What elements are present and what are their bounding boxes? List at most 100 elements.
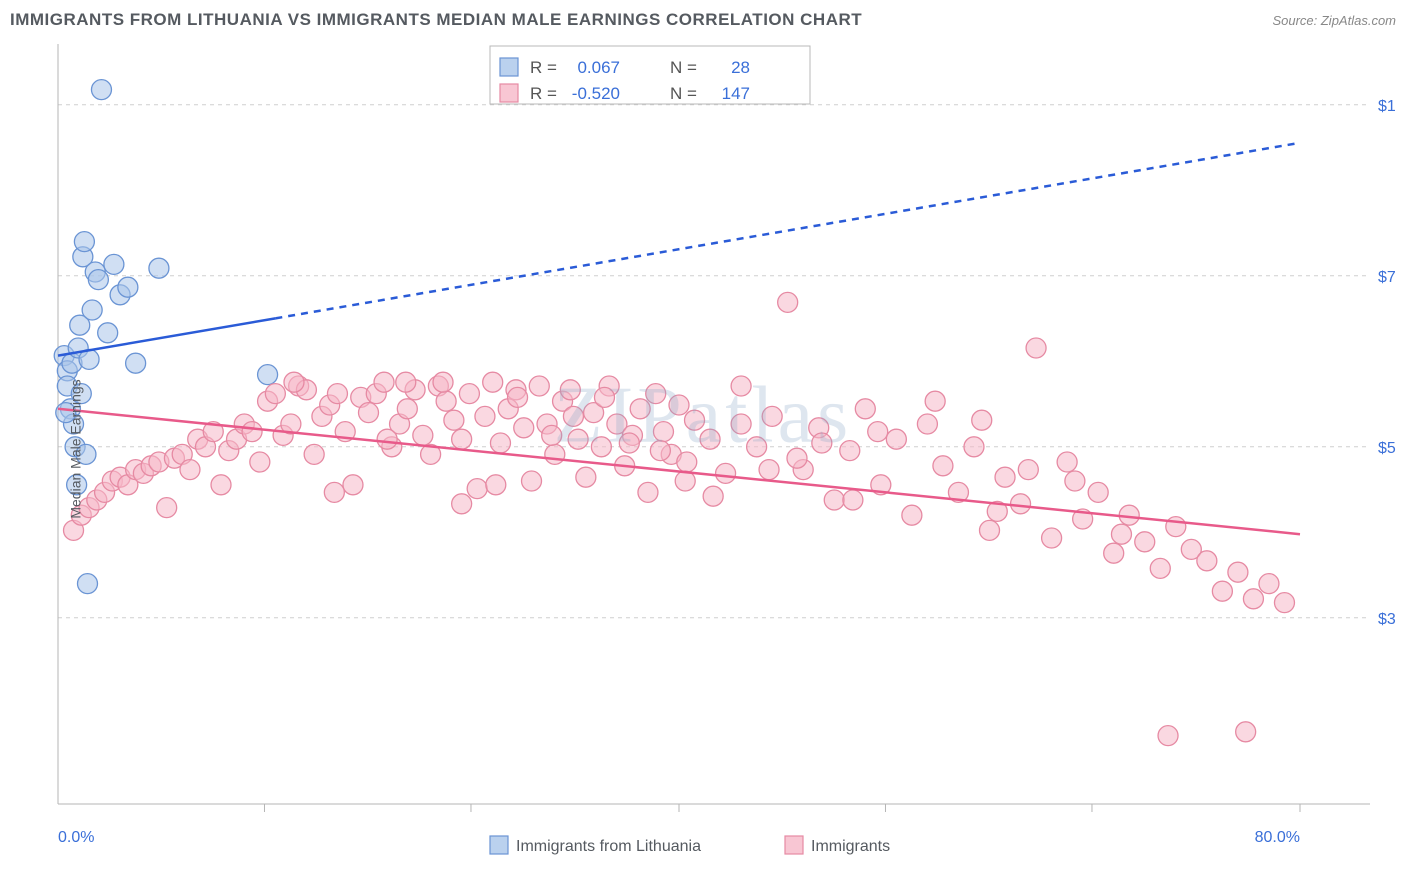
data-point: [563, 406, 583, 426]
data-point: [933, 456, 953, 476]
data-point: [731, 414, 751, 434]
data-point: [964, 437, 984, 457]
data-point: [731, 376, 751, 396]
data-point: [1026, 338, 1046, 358]
data-point: [630, 399, 650, 419]
data-point: [508, 387, 528, 407]
data-point: [1274, 593, 1294, 613]
data-point: [669, 395, 689, 415]
data-point: [452, 429, 472, 449]
data-point: [685, 410, 705, 430]
stats-text: R =: [530, 84, 557, 103]
data-point: [149, 258, 169, 278]
data-point: [436, 391, 456, 411]
data-point: [591, 437, 611, 457]
data-point: [1259, 574, 1279, 594]
data-point: [917, 414, 937, 434]
stats-text: 0.067: [577, 58, 620, 77]
data-point: [542, 425, 562, 445]
data-point: [377, 429, 397, 449]
data-point: [747, 437, 767, 457]
data-point: [1150, 558, 1170, 578]
data-point: [1018, 460, 1038, 480]
data-point: [459, 384, 479, 404]
data-point: [74, 232, 94, 252]
stats-text: 28: [731, 58, 750, 77]
legend-label: Immigrants: [811, 838, 890, 855]
data-point: [787, 448, 807, 468]
data-point: [452, 494, 472, 514]
x-tick-label: 0.0%: [58, 829, 94, 846]
y-tick-label: $77,500: [1378, 269, 1396, 286]
data-point: [265, 384, 285, 404]
data-point: [343, 475, 363, 495]
legend-label: Immigrants from Lithuania: [516, 838, 701, 855]
data-point: [98, 323, 118, 343]
data-point: [324, 482, 344, 502]
data-point: [700, 429, 720, 449]
data-point: [467, 479, 487, 499]
y-axis-label: Median Male Earnings: [68, 379, 84, 518]
data-point: [258, 365, 278, 385]
data-point: [514, 418, 534, 438]
data-point: [483, 372, 503, 392]
stats-text: -0.520: [572, 84, 620, 103]
trend-line: [58, 318, 275, 355]
data-point: [677, 452, 697, 472]
data-point: [716, 463, 736, 483]
data-point: [653, 422, 673, 442]
data-point: [1042, 528, 1062, 548]
data-point: [995, 467, 1015, 487]
stats-text: N =: [670, 84, 697, 103]
data-point: [619, 433, 639, 453]
correlation-scatter-plot: $32,500$55,000$77,500$100,0000.0%80.0%R …: [10, 34, 1396, 864]
data-point: [980, 520, 1000, 540]
data-point: [778, 292, 798, 312]
data-point: [650, 441, 670, 461]
data-point: [284, 372, 304, 392]
data-point: [397, 399, 417, 419]
data-point: [868, 422, 888, 442]
data-point: [843, 490, 863, 510]
data-point: [444, 410, 464, 430]
data-point: [703, 486, 723, 506]
data-point: [88, 270, 108, 290]
data-point: [1135, 532, 1155, 552]
data-point: [91, 80, 111, 100]
data-point: [840, 441, 860, 461]
data-point: [1243, 589, 1263, 609]
data-point: [576, 467, 596, 487]
data-point: [118, 277, 138, 297]
data-point: [490, 433, 510, 453]
data-point: [374, 372, 394, 392]
data-point: [594, 387, 614, 407]
data-point: [522, 471, 542, 491]
data-point: [77, 574, 97, 594]
data-point: [1166, 517, 1186, 537]
trend-line: [58, 409, 1300, 534]
data-point: [855, 399, 875, 419]
data-point: [359, 403, 379, 423]
data-point: [82, 300, 102, 320]
stats-text: N =: [670, 58, 697, 77]
data-point: [886, 429, 906, 449]
data-point: [1088, 482, 1108, 502]
legend-swatch: [500, 58, 518, 76]
data-point: [104, 254, 124, 274]
y-tick-label: $55,000: [1378, 440, 1396, 457]
data-point: [560, 380, 580, 400]
data-point: [304, 444, 324, 464]
series-immigrants: [64, 292, 1295, 745]
chart-source: Source: ZipAtlas.com: [1272, 13, 1396, 28]
data-point: [180, 460, 200, 480]
data-point: [1212, 581, 1232, 601]
data-point: [824, 490, 844, 510]
chart-title: IMMIGRANTS FROM LITHUANIA VS IMMIGRANTS …: [10, 10, 862, 30]
data-point: [1065, 471, 1085, 491]
data-point: [646, 384, 666, 404]
data-point: [902, 505, 922, 525]
data-point: [759, 460, 779, 480]
y-tick-label: $100,000: [1378, 98, 1396, 115]
stats-text: 147: [722, 84, 750, 103]
data-point: [925, 391, 945, 411]
